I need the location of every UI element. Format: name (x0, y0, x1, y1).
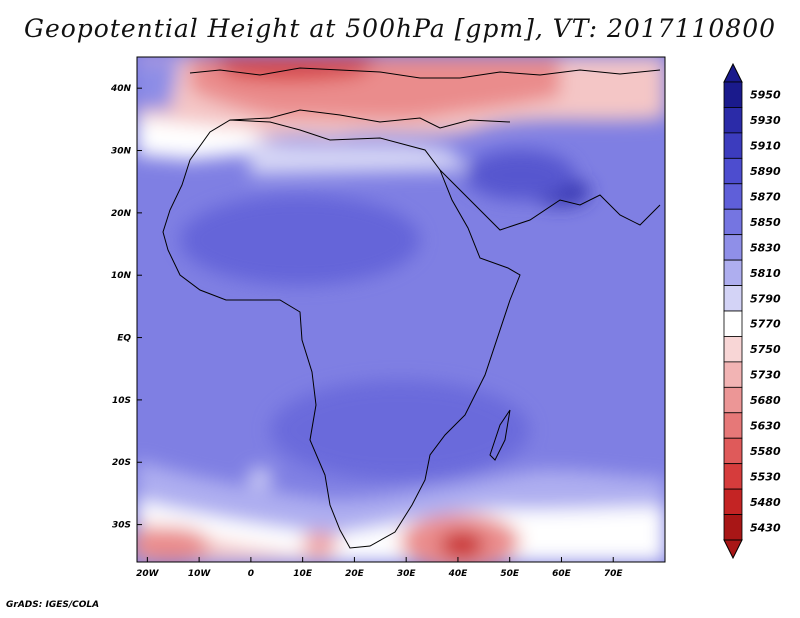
colorbar-label: 5480 (750, 496, 781, 509)
map-title: Geopotential Height at 500hPa [gpm], VT:… (23, 14, 777, 43)
lat-tick-label: EQ (117, 334, 131, 344)
lon-tick-label: 70E (604, 569, 624, 579)
height-field (137, 57, 665, 562)
colorbar-label: 5930 (750, 114, 781, 127)
lon-tick-label: 20E (345, 569, 365, 579)
plot-frame (136, 56, 666, 563)
lon-tick-label: 40E (448, 569, 469, 579)
colorbar-max-arrow (723, 62, 743, 83)
colorbar-swatch (723, 157, 743, 185)
colorbar-label: 5750 (750, 343, 781, 356)
colorbar-swatch (723, 132, 743, 159)
lon-tick-label: 10E (293, 569, 313, 579)
colorbar-label: 5430 (750, 521, 781, 534)
lon-tick-label: 60E (552, 569, 572, 579)
colorbar-min-arrow (723, 539, 743, 560)
colorbar-swatch (723, 514, 743, 541)
colorbar-swatch (723, 412, 743, 439)
colorbar-swatch (723, 310, 743, 337)
footer-credit: GrADS: IGES/COLA (6, 600, 100, 610)
colorbar-label: 5810 (750, 267, 781, 280)
colorbar-swatch (723, 437, 743, 465)
colorbar-swatch (723, 285, 743, 312)
colorbar-label: 5790 (750, 292, 781, 305)
lon-tick-label: 30E (397, 569, 417, 579)
lat-tick-label: 10N (111, 271, 132, 281)
lon-tick-label: 20W (136, 569, 160, 579)
colorbar-swatch (723, 259, 743, 286)
colorbar-label: 5850 (750, 216, 781, 229)
colorbar-swatch (723, 81, 743, 108)
lat-tick-label: 30N (111, 147, 132, 157)
lat-tick-label: 40N (110, 84, 132, 94)
lon-tick-label: 0 (248, 569, 254, 579)
colorbar-label: 5890 (750, 165, 781, 178)
colorbar-label: 5910 (750, 140, 781, 153)
colorbar-swatch (723, 234, 743, 261)
colorbar-label: 5530 (750, 470, 781, 483)
lat-tick-label: 20S (112, 458, 131, 468)
colorbar-label: 5680 (750, 394, 781, 407)
colorbar: 5950 5930 5910 5890 5870 5850 5830 5810 5790 5770… (723, 62, 781, 560)
colorbar-swatch (723, 208, 743, 236)
lat-tick-label: 20N (111, 209, 132, 219)
colorbar-swatch (723, 463, 743, 490)
colorbar-label: 5830 (750, 241, 781, 254)
colorbar-swatch (723, 336, 743, 363)
colorbar-swatch (723, 183, 743, 210)
colorbar-label: 5950 (750, 89, 781, 102)
lat-tick-label: 30S (112, 521, 131, 531)
axis-ticks: 20W 10W 0 10E 20E 30E 40E 50E 60E 70E 40N 30N 20N 10N… (110, 84, 623, 579)
colorbar-swatch (723, 386, 743, 414)
colorbar-swatch (723, 361, 743, 388)
colorbar-label: 5770 (750, 318, 781, 331)
lon-tick-label: 50E (500, 569, 520, 579)
colorbar-label: 5630 (750, 420, 781, 433)
colorbar-label: 5870 (750, 191, 781, 204)
colorbar-label: 5580 (750, 445, 781, 458)
coastlines (162, 67, 661, 549)
lat-tick-label: 10S (112, 396, 131, 406)
colorbar-swatch (723, 107, 743, 134)
lon-tick-label: 10W (188, 569, 212, 579)
colorbar-swatch (723, 488, 743, 515)
colorbar-label: 5730 (750, 369, 781, 382)
